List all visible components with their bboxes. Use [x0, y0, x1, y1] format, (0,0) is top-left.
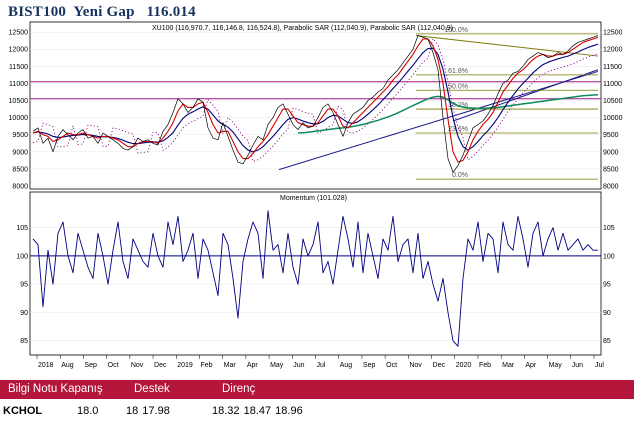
date-tick-label: Dec	[433, 362, 446, 369]
momentum-tick-label-left: 95	[20, 282, 28, 289]
date-tick-label: Oct	[108, 362, 119, 369]
date-tick-label: Feb	[200, 362, 212, 369]
date-tick-label: May	[270, 362, 284, 369]
y-tick-label-right: 10000	[603, 115, 623, 122]
momentum-axis-ticks: 105 105 100 100 95 95 90 90 85 85	[16, 225, 614, 345]
y-tick-label-right: 8500	[603, 166, 619, 173]
resistance-cell: 18.32 18.47 18.96	[212, 405, 303, 417]
price-line	[32, 35, 599, 173]
momentum-tick-label-right: 95	[603, 282, 611, 289]
header-bilgi-notu: Bilgi Notu Kapanış	[8, 383, 103, 395]
support-cell: 18 17.98	[126, 405, 170, 417]
momentum-tick-label-right: 100	[603, 253, 615, 260]
fib-level-label: 61.8%	[448, 68, 468, 75]
info-table-header	[0, 380, 634, 399]
fast-moving-average-line	[32, 36, 599, 163]
momentum-legend: Momentum (101.028)	[280, 195, 347, 202]
momentum-panel-frame	[29, 191, 602, 356]
fib-level-label: 100.0%	[444, 27, 468, 34]
y-tick-label-left: 8500	[12, 166, 28, 173]
date-tick-label: Feb	[479, 362, 491, 369]
y-tick-label-left: 11500	[9, 64, 28, 71]
date-tick-label: Nov	[409, 362, 422, 369]
momentum-tick-label-left: 90	[20, 310, 28, 317]
date-tick-label: Apr	[525, 362, 537, 369]
close-cell: 18.0	[77, 405, 99, 417]
momentum-tick-label-left: 100	[16, 253, 28, 260]
date-tick-label: Aug	[340, 362, 353, 369]
parabolic-sar-dots	[32, 38, 599, 162]
momentum-tick-label-right: 90	[603, 310, 611, 317]
recovery-trend-line	[452, 69, 599, 122]
y-tick-label-left: 9000	[12, 149, 28, 156]
momentum-line	[32, 210, 598, 347]
y-tick-label-left: 12000	[9, 47, 29, 54]
y-tick-label-right: 9000	[603, 149, 619, 156]
momentum-tick-label-right: 85	[603, 338, 611, 345]
y-tick-label-left: 11000	[9, 81, 28, 88]
y-tick-label-right: 12000	[603, 47, 623, 54]
price-gridlines	[30, 31, 601, 187]
y-tick-label-left: 9500	[12, 132, 28, 139]
y-tick-label-left: 8000	[12, 184, 28, 191]
y-tick-label-left: 10000	[9, 115, 29, 122]
y-tick-label-right: 10500	[603, 98, 623, 105]
date-tick-label: Mar	[224, 362, 237, 369]
date-tick-label: Dec	[154, 362, 167, 369]
y-tick-label-right: 8000	[603, 184, 619, 191]
fib-level-label: 50.0%	[448, 83, 468, 90]
page-title: BIST100 Yeni Gap 116.014	[8, 4, 196, 20]
date-tick-label: May	[549, 362, 563, 369]
date-tick-label: Sep	[84, 362, 97, 369]
header-destek: Destek	[134, 383, 170, 395]
y-tick-label-right: 9500	[603, 132, 619, 139]
date-tick-label: Jun	[572, 362, 583, 369]
y-tick-label-left: 12500	[9, 30, 29, 37]
date-tick-label: Sep	[363, 362, 376, 369]
date-tick-label: 2020	[456, 362, 472, 369]
price-legend: XU100 (116,970.7, 116,146.8, 116,524.8),…	[152, 25, 453, 32]
y-tick-label-right: 11000	[603, 81, 622, 88]
y-tick-label-right: 12500	[603, 30, 623, 37]
momentum-tick-label-left: 85	[20, 338, 28, 345]
date-tick-label: 2019	[177, 362, 193, 369]
momentum-tick-label-left: 105	[16, 225, 28, 232]
header-direnc: Direnç	[222, 383, 256, 395]
momentum-tick-label-right: 105	[603, 225, 615, 232]
date-tick-label: Nov	[131, 362, 144, 369]
y-tick-label-right: 11500	[603, 64, 622, 71]
ticker-cell: KCHOL	[3, 405, 43, 417]
date-tick-label: Mar	[502, 362, 515, 369]
date-tick-label: Apr	[247, 362, 259, 369]
date-tick-label: 2018	[38, 362, 54, 369]
y-tick-label-left: 10500	[9, 98, 29, 105]
date-tick-label: Oct	[386, 362, 397, 369]
fib-level-label: 23.6%	[448, 126, 468, 133]
price-axis-ticks: 12500 12500 12000 12000 11500 11500 11000 11000…	[9, 30, 623, 191]
date-tick-label: Aug	[61, 362, 74, 369]
info-table: Bilgi Notu Kapanış Destek Direnç KCHOL 1…	[0, 380, 634, 421]
price-panel: 12500 12500 12000 12000 11500 11500 11000 11000…	[9, 21, 623, 191]
rising-trend-line	[278, 70, 599, 171]
price-series	[32, 35, 599, 173]
momentum-series	[30, 210, 601, 347]
date-axis: 2018 Aug Sep Oct Nov Dec 2019 Feb Mar Apr May Jun Ju…	[36, 355, 604, 369]
fib-level-label: 0.0%	[452, 172, 468, 179]
momentum-panel: 105 105 100 100 95 95 90 90 85 85 Momentum (101.0…	[16, 191, 615, 356]
date-tick-label: Jul	[317, 362, 326, 369]
date-tick-label: Jun	[293, 362, 304, 369]
date-tick-label: Jul	[595, 362, 604, 369]
